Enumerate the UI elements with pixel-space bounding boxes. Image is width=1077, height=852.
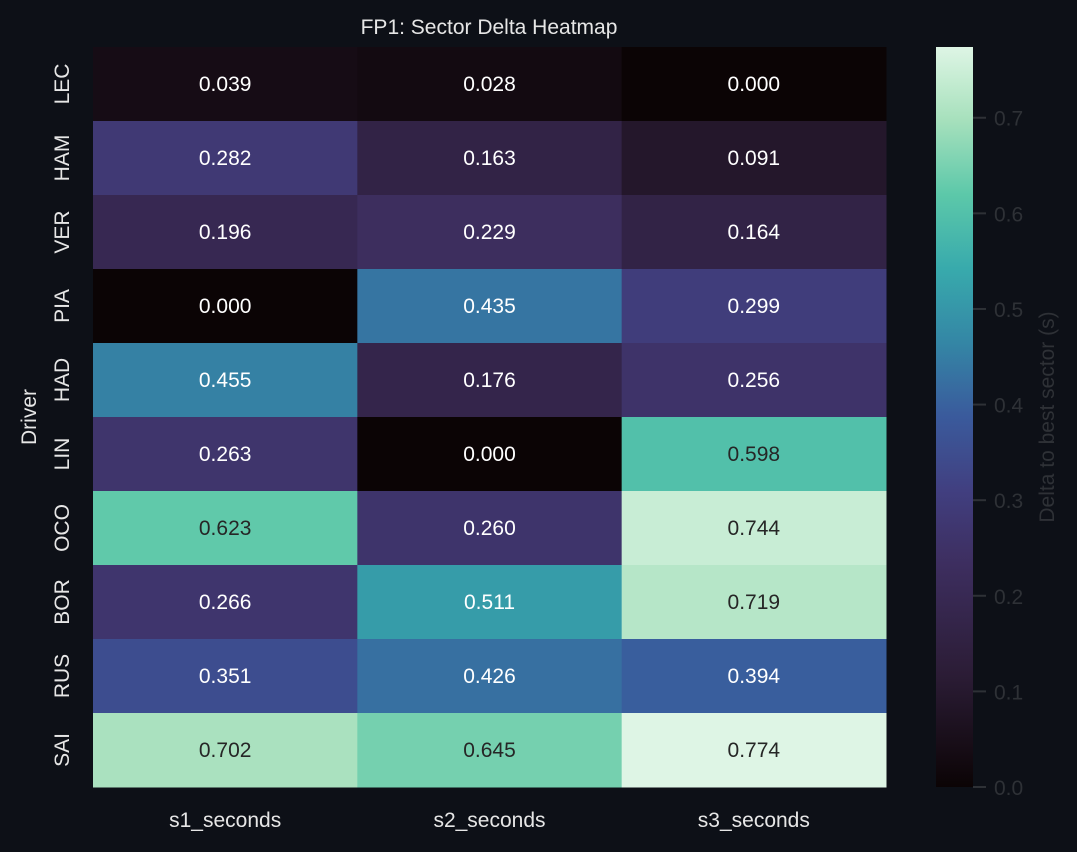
heatmap-cell [93, 417, 358, 492]
colorbar-tick-label: 0.1 [994, 681, 1023, 704]
heatmap-cell [357, 639, 623, 714]
heatmap-cell [357, 195, 623, 270]
heatmap-cell [93, 713, 358, 788]
heatmap-cell [93, 565, 358, 640]
y-tick-label: SAI [51, 733, 74, 767]
heatmap-cell [93, 491, 358, 566]
cell-annotation: 0.774 [728, 739, 781, 762]
colorbar-tick-label: 0.3 [994, 490, 1023, 513]
cell-annotation: 0.719 [728, 591, 781, 614]
heatmap-cell [357, 565, 623, 640]
cell-annotation: 0.394 [728, 665, 781, 688]
x-tick-label: s1_seconds [169, 809, 281, 832]
cell-annotation: 0.000 [728, 73, 781, 96]
heatmap-cell [357, 47, 623, 122]
heatmap-cell [357, 121, 623, 196]
heatmap-cell [621, 491, 887, 566]
heatmap-cell [621, 639, 887, 714]
cell-annotation: 0.266 [199, 591, 252, 614]
cell-annotation: 0.744 [728, 517, 781, 540]
heatmap-cells: 0.039 0.028 0.000 0.282 0.163 0.091 0.196 0.229… [93, 47, 887, 788]
heatmap-cell [93, 121, 358, 196]
colorbar-tick-label: 0.5 [994, 299, 1023, 322]
y-tick-label: RUS [51, 654, 74, 698]
colorbar-tick-label: 0.7 [994, 108, 1023, 131]
y-tick-label: LEC [51, 64, 74, 105]
heatmap-cell [357, 343, 623, 418]
x-tick-label: s3_seconds [698, 809, 810, 832]
heatmap-cell [621, 121, 887, 196]
colorbar-label: Delta to best sector (s) [1036, 311, 1059, 522]
heatmap-cell [621, 269, 887, 344]
heatmap-cell [93, 269, 358, 344]
heatmap-cell [357, 713, 623, 788]
heatmap-cell [357, 269, 623, 344]
y-tick-label: HAD [51, 358, 74, 402]
cell-annotation: 0.196 [199, 221, 252, 244]
heatmap-cell [621, 713, 887, 788]
y-tick-label: HAM [51, 135, 74, 182]
heatmap-cell [357, 491, 623, 566]
colorbar [936, 47, 973, 787]
cell-annotation: 0.028 [463, 73, 516, 96]
cell-annotation: 0.598 [728, 443, 781, 466]
heatmap-cell [621, 343, 887, 418]
y-axis-label: Driver [18, 389, 41, 445]
cell-annotation: 0.455 [199, 369, 252, 392]
cell-annotation: 0.229 [463, 221, 516, 244]
heatmap-cell [93, 639, 358, 714]
y-tick-label: OCO [51, 504, 74, 552]
cell-annotation: 0.263 [199, 443, 252, 466]
heatmap-cell [621, 47, 887, 122]
colorbar-ticks: 0.0 0.1 0.2 0.3 0.4 0.5 0.6 0.7 [973, 108, 1024, 800]
cell-annotation: 0.282 [199, 147, 252, 170]
heatmap-cell [621, 195, 887, 270]
cell-annotation: 0.426 [463, 665, 516, 688]
chart-title: FP1: Sector Delta Heatmap [361, 16, 618, 39]
cell-annotation: 0.164 [728, 221, 781, 244]
cell-annotation: 0.511 [464, 591, 515, 614]
cell-annotation: 0.299 [728, 295, 781, 318]
cell-annotation: 0.091 [728, 147, 781, 170]
y-tick-labels: LEC HAM VER PIA HAD LIN OCO BOR RUS SAI [51, 64, 74, 767]
colorbar-tick-label: 0.6 [994, 203, 1023, 226]
x-tick-label: s2_seconds [433, 809, 545, 832]
cell-annotation: 0.000 [463, 443, 516, 466]
y-tick-label: BOR [51, 579, 74, 625]
colorbar-tick-label: 0.0 [994, 777, 1023, 800]
heatmap-cell [357, 417, 623, 492]
colorbar-tick-label: 0.2 [994, 586, 1023, 609]
cell-annotation: 0.645 [463, 739, 516, 762]
x-tick-labels: s1_seconds s2_seconds s3_seconds [169, 809, 810, 832]
heatmap-cell [93, 47, 358, 122]
colorbar-tick-label: 0.4 [994, 395, 1024, 418]
cell-annotation: 0.435 [463, 295, 516, 318]
heatmap-cell [93, 343, 358, 418]
heatmap-cell [621, 417, 887, 492]
cell-annotation: 0.260 [463, 517, 516, 540]
cell-annotation: 0.702 [199, 739, 252, 762]
cell-annotation: 0.039 [199, 73, 252, 96]
heatmap-cell [93, 195, 358, 270]
y-tick-label: VER [51, 210, 74, 253]
cell-annotation: 0.256 [728, 369, 781, 392]
cell-annotation: 0.000 [199, 295, 252, 318]
y-tick-label: PIA [51, 289, 74, 323]
cell-annotation: 0.623 [199, 517, 252, 540]
y-tick-label: LIN [51, 438, 74, 471]
cell-annotation: 0.176 [463, 369, 516, 392]
cell-annotation: 0.163 [463, 147, 516, 170]
heatmap-cell [621, 565, 887, 640]
cell-annotation: 0.351 [199, 665, 252, 688]
